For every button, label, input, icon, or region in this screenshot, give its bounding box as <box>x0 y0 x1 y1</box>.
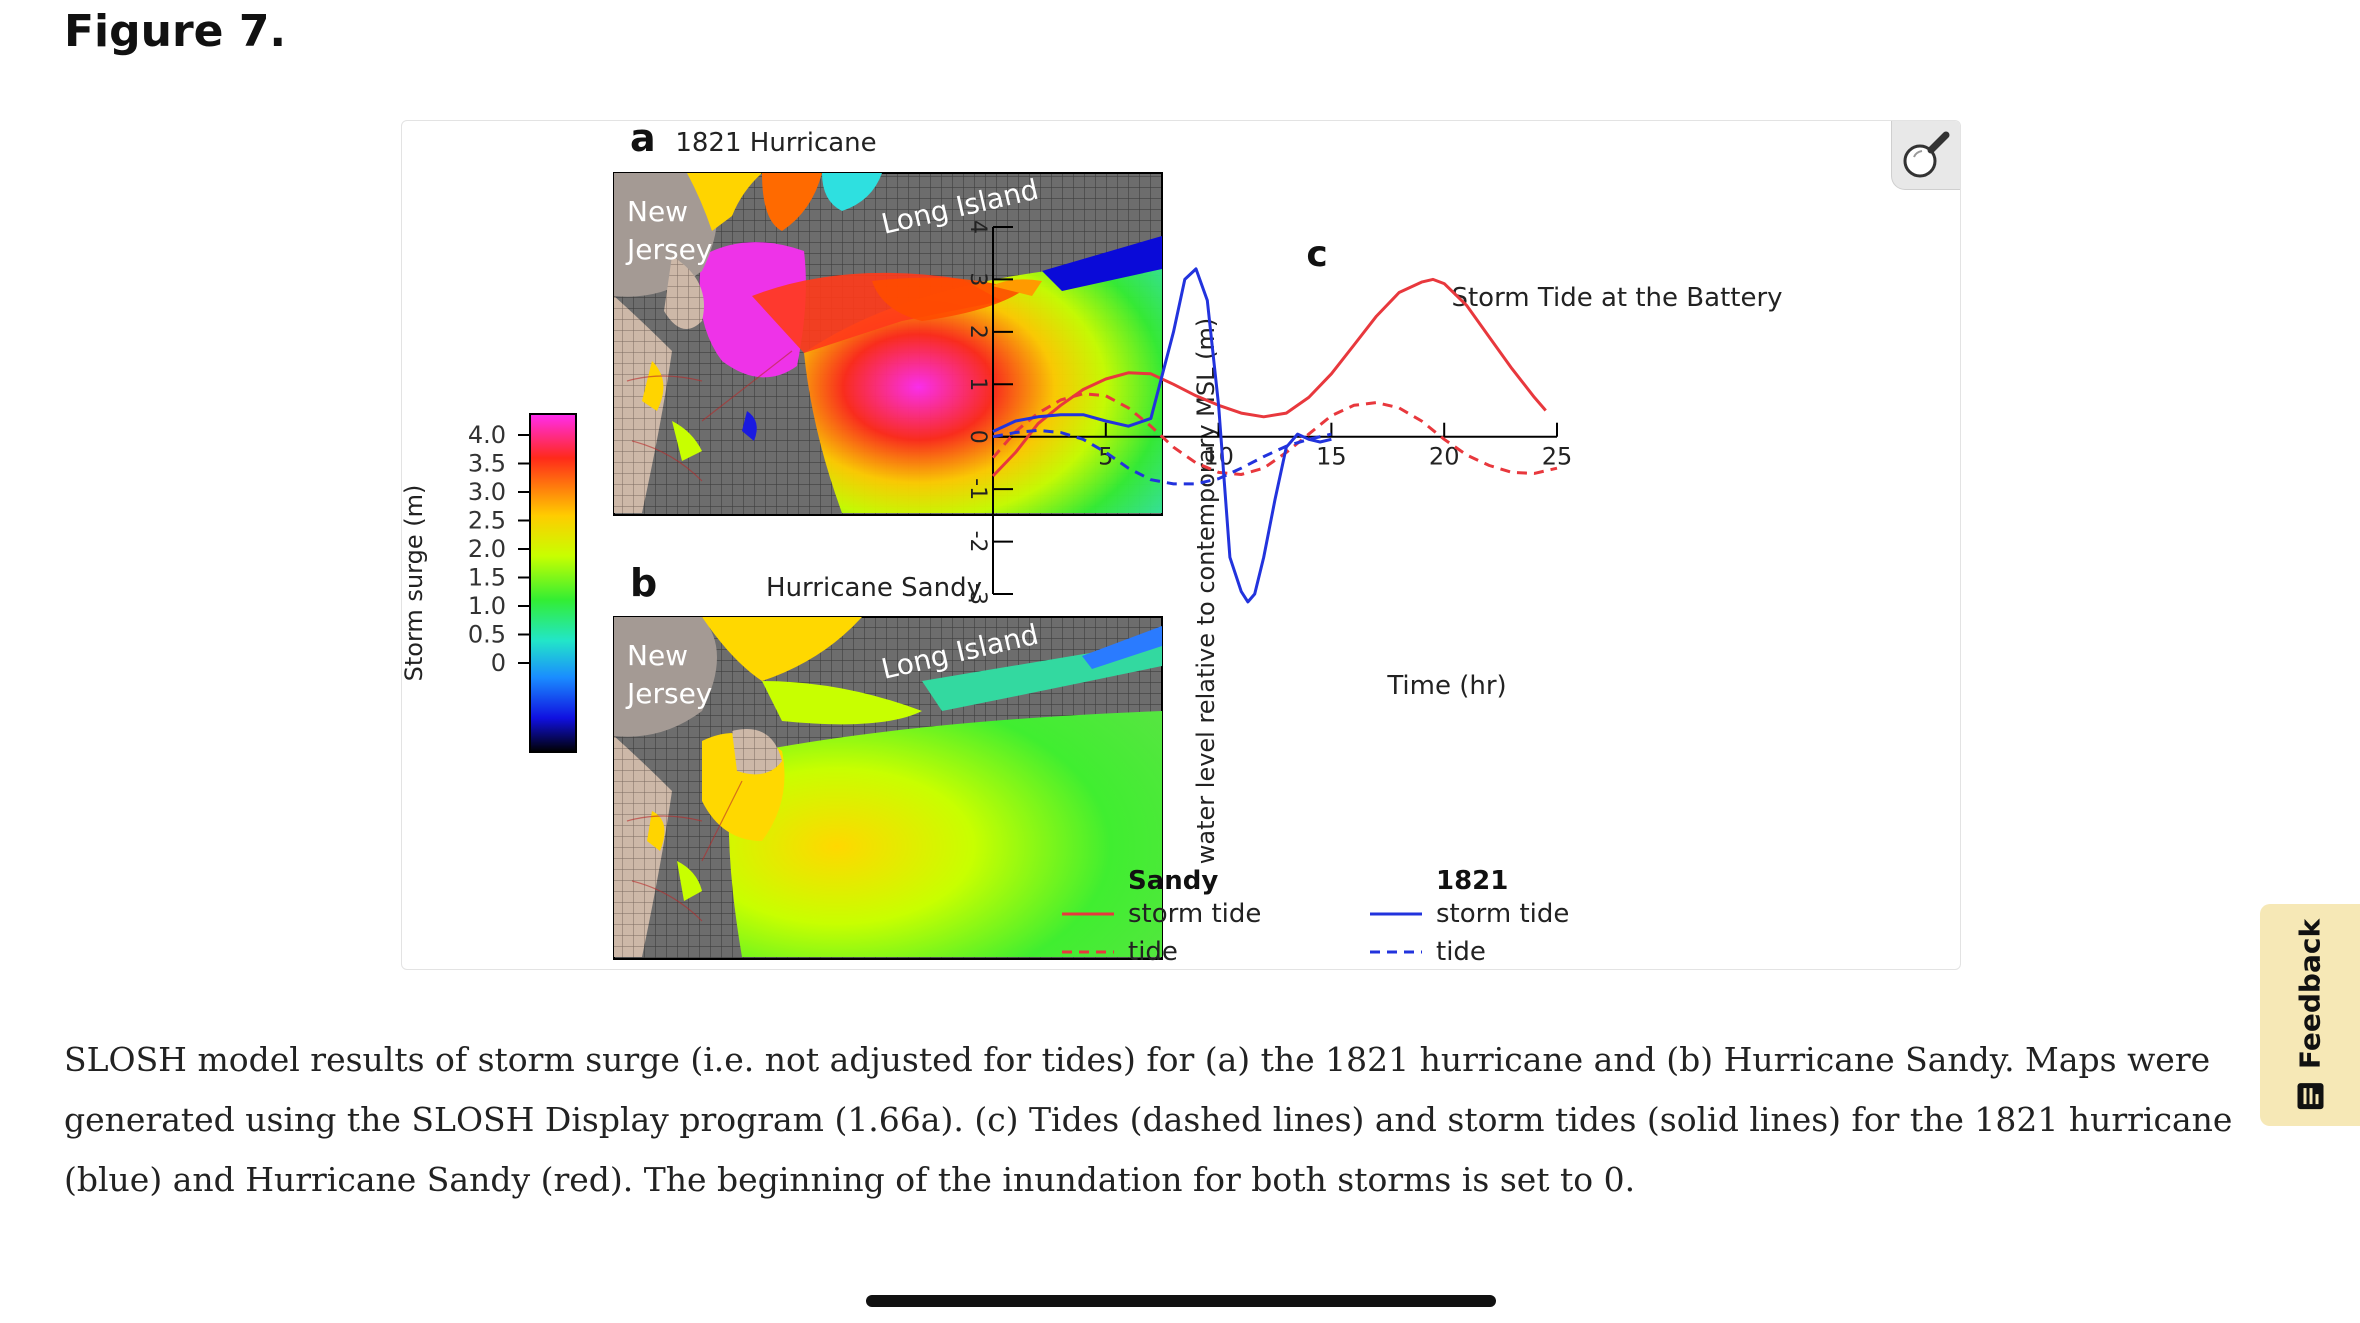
panel-b-title: Hurricane Sandy <box>766 573 982 603</box>
panel-a-title: 1821 Hurricane <box>675 128 876 158</box>
chart-y-tick-label: -2 <box>965 531 990 553</box>
panel-b-nj-line2: Jersey <box>625 677 712 710</box>
home-indicator[interactable] <box>866 1295 1496 1307</box>
panel-a-map: a 1821 Hurricane New Jersey Long Island <box>613 121 1163 516</box>
series-line-sandy-tide <box>991 392 1558 476</box>
chart-x-tick-label: 5 <box>1098 443 1113 471</box>
legend-group-title: Sandy <box>1128 866 1218 896</box>
colorbar-tick-label: 3.0 <box>468 478 506 506</box>
chart-y-tick-label: -1 <box>965 478 990 500</box>
zoom-button[interactable] <box>1891 121 1960 190</box>
feedback-tab[interactable]: Feedback <box>2260 904 2360 1126</box>
colorbar-tick-label: 3.5 <box>468 450 506 478</box>
chart-y-tick-label: 1 <box>965 377 990 391</box>
chart-x-tick-label: 20 <box>1429 443 1460 471</box>
colorbar-tick-label: 1.0 <box>468 592 506 620</box>
panel-a-nj-line1: New <box>627 195 688 228</box>
series-line-1821-storm-tide <box>992 267 1332 604</box>
colorbar-gradient <box>529 413 577 753</box>
colorbar-label: Storm surge (m) <box>402 485 428 682</box>
panel-b-map: b Hurricane Sandy New Jersey Long Island <box>613 561 1163 960</box>
legend-entry-label: tide <box>1128 937 1178 967</box>
colorbar-tick-label: 2.0 <box>468 535 506 563</box>
legend-entry-label: storm tide <box>1436 899 1569 929</box>
chart-y-axis-label: water level relative to contemporary MSL… <box>1192 318 1220 864</box>
colorbar-tick-label: 0.5 <box>468 621 506 649</box>
colorbar-ticks: 4.03.53.02.52.01.51.00.50 <box>468 421 530 677</box>
colorbar-tick-label: 2.5 <box>468 507 506 535</box>
figure-svg: 4.03.53.02.52.01.51.00.50 Storm surge (m… <box>402 121 1783 967</box>
chart-x-tick-label: 25 <box>1542 443 1573 471</box>
figure-caption: SLOSH model results of storm surge (i.e.… <box>64 1040 2233 1199</box>
feedback-icon <box>2297 1083 2323 1110</box>
storm-tide-chart: c Storm Tide at the Battery water level … <box>965 220 1783 967</box>
panel-b-letter: b <box>630 561 657 605</box>
panel-b-nj-line1: New <box>627 639 688 672</box>
chart-x-tick-label: 10 <box>1203 443 1234 471</box>
chart-y-tick-label: 2 <box>965 325 990 339</box>
feedback-label: Feedback <box>2293 918 2327 1070</box>
chart-title: Storm Tide at the Battery <box>1451 283 1782 313</box>
figure-image[interactable]: 4.0 3.5 3.0 2.5 2.0 1.5 1.0 0.5 0 Storm surge (m… <box>401 120 1961 970</box>
chart-y-tick-label: 3 <box>965 272 990 286</box>
series-line-1821-tide <box>992 428 1332 486</box>
panel-a-nj-line2: Jersey <box>625 233 712 266</box>
legend-group-title: 1821 <box>1436 866 1508 896</box>
magnifier-icon <box>1903 131 1950 178</box>
figure-heading: Figure 7. <box>64 6 287 57</box>
legend-entry-label: storm tide <box>1128 899 1261 929</box>
chart-x-tick-label: 15 <box>1316 443 1347 471</box>
chart-y-tick-label: 4 <box>965 220 990 234</box>
chart-x-axis-label: Time (hr) <box>1386 671 1506 701</box>
colorbar-tick-label: 1.5 <box>468 564 506 592</box>
chart-y-tick-label: -3 <box>965 583 990 605</box>
colorbar-tick-label: 0 <box>491 649 506 677</box>
chart-y-tick-label: 0 <box>965 430 990 444</box>
series-line-sandy-storm-tide <box>991 277 1547 478</box>
chart-series <box>991 267 1558 604</box>
panel-a-letter: a <box>630 121 656 160</box>
chart-panel-letter: c <box>1306 234 1327 275</box>
colorbar-tick-label: 4.0 <box>468 421 506 449</box>
legend-entry-label: tide <box>1436 937 1486 967</box>
colorbar: 4.03.53.02.52.01.51.00.50 Storm surge (m… <box>402 413 577 753</box>
